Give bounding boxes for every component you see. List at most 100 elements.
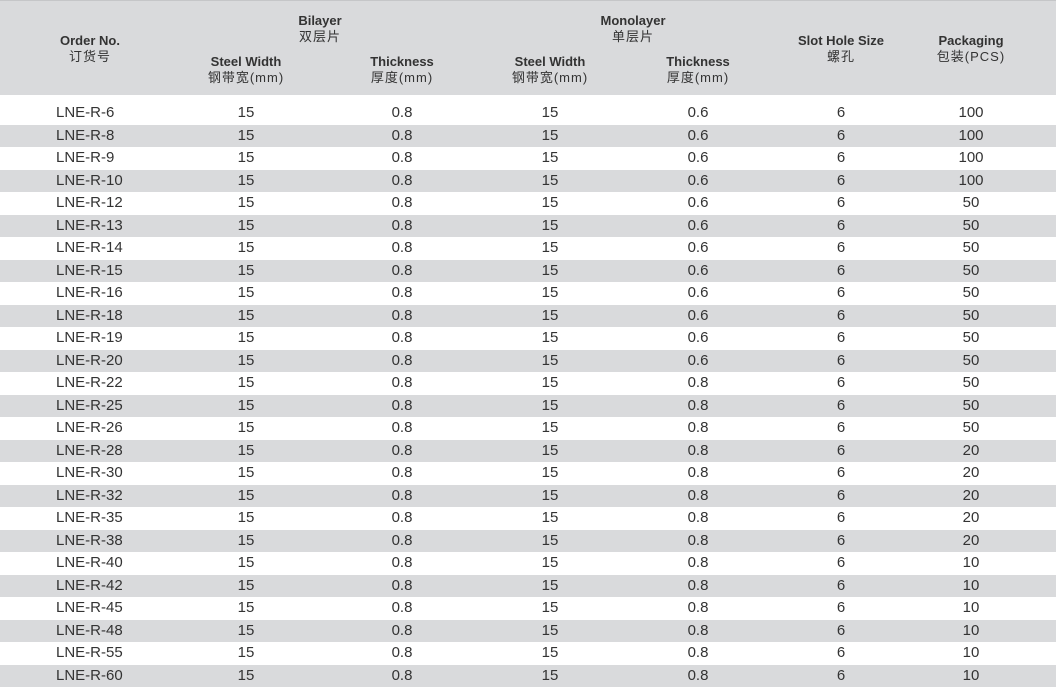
mono-steel-width-cell: 15 bbox=[490, 102, 610, 125]
mono-thickness-cell: 0.8 bbox=[638, 620, 758, 643]
mono-steel-width-cell: 15 bbox=[490, 485, 610, 508]
bi-steel-width-cell: 15 bbox=[186, 507, 306, 530]
order-no-cell: LNE-R-18 bbox=[56, 305, 176, 328]
mono-steel-width-cell: 15 bbox=[490, 170, 610, 193]
mono-steel-width-cell: 15 bbox=[490, 395, 610, 418]
bi-thickness-cell: 0.8 bbox=[342, 102, 462, 125]
mono-thickness-cell: 0.6 bbox=[638, 125, 758, 148]
packaging-cell: 50 bbox=[911, 372, 1031, 395]
packaging-cell: 100 bbox=[911, 125, 1031, 148]
mono-steel-width-cell: 15 bbox=[490, 597, 610, 620]
mono-thickness-cell: 0.6 bbox=[638, 102, 758, 125]
slot-hole-size-cell: 6 bbox=[781, 597, 901, 620]
slot-hole-size-cell: 6 bbox=[781, 102, 901, 125]
header-bi-steel-width: Steel Width 钢带宽(mm) bbox=[186, 54, 306, 86]
bi-steel-width-cell: 15 bbox=[186, 350, 306, 373]
mono-steel-width-cell: 15 bbox=[490, 642, 610, 665]
mono-steel-width-cell: 15 bbox=[490, 192, 610, 215]
order-no-cell: LNE-R-8 bbox=[56, 125, 176, 148]
mono-thickness-cell: 0.8 bbox=[638, 440, 758, 463]
order-no-cell: LNE-R-22 bbox=[56, 372, 176, 395]
order-no-cell: LNE-R-38 bbox=[56, 530, 176, 553]
mono-thickness-cell: 0.8 bbox=[638, 417, 758, 440]
mono-thickness-cell: 0.6 bbox=[638, 327, 758, 350]
bi-thickness-cell: 0.8 bbox=[342, 597, 462, 620]
packaging-cell: 50 bbox=[911, 395, 1031, 418]
order-no-cell: LNE-R-25 bbox=[56, 395, 176, 418]
mono-steel-width-cell: 15 bbox=[490, 575, 610, 598]
order-no-cell: LNE-R-13 bbox=[56, 215, 176, 238]
bi-thickness-cell: 0.8 bbox=[342, 282, 462, 305]
order-no-cell: LNE-R-26 bbox=[56, 417, 176, 440]
bi-steel-width-cell: 15 bbox=[186, 260, 306, 283]
packaging-cell: 100 bbox=[911, 170, 1031, 193]
packaging-cell: 20 bbox=[911, 462, 1031, 485]
slot-hole-size-cell: 6 bbox=[781, 575, 901, 598]
order-no-cell: LNE-R-28 bbox=[56, 440, 176, 463]
bi-steel-width-cell: 15 bbox=[186, 620, 306, 643]
order-no-cell: LNE-R-35 bbox=[56, 507, 176, 530]
bi-steel-width-cell: 15 bbox=[186, 372, 306, 395]
header-slot-hole-size-en: Slot Hole Size bbox=[776, 33, 906, 49]
slot-hole-size-cell: 6 bbox=[781, 237, 901, 260]
mono-thickness-cell: 0.6 bbox=[638, 215, 758, 238]
bi-thickness-cell: 0.8 bbox=[342, 305, 462, 328]
order-no-cell: LNE-R-48 bbox=[56, 620, 176, 643]
mono-thickness-cell: 0.8 bbox=[638, 395, 758, 418]
mono-steel-width-cell: 15 bbox=[490, 237, 610, 260]
packaging-cell: 10 bbox=[911, 597, 1031, 620]
mono-thickness-cell: 0.6 bbox=[638, 170, 758, 193]
header-mono-steel-width-zh: 钢带宽(mm) bbox=[490, 70, 610, 86]
slot-hole-size-cell: 6 bbox=[781, 305, 901, 328]
header-mono-thickness-zh: 厚度(mm) bbox=[638, 70, 758, 86]
header-bilayer-en: Bilayer bbox=[270, 13, 370, 29]
bi-steel-width-cell: 15 bbox=[186, 327, 306, 350]
mono-steel-width-cell: 15 bbox=[490, 282, 610, 305]
order-no-cell: LNE-R-14 bbox=[56, 237, 176, 260]
mono-steel-width-cell: 15 bbox=[490, 552, 610, 575]
header-bi-thickness-zh: 厚度(mm) bbox=[342, 70, 462, 86]
header-order-no: Order No. 订货号 bbox=[40, 33, 140, 65]
mono-steel-width-cell: 15 bbox=[490, 530, 610, 553]
header-monolayer: Monolayer 单层片 bbox=[583, 13, 683, 45]
packaging-cell: 50 bbox=[911, 327, 1031, 350]
bi-thickness-cell: 0.8 bbox=[342, 530, 462, 553]
packaging-cell: 50 bbox=[911, 417, 1031, 440]
mono-thickness-cell: 0.8 bbox=[638, 507, 758, 530]
slot-hole-size-cell: 6 bbox=[781, 530, 901, 553]
order-no-cell: LNE-R-55 bbox=[56, 642, 176, 665]
mono-thickness-cell: 0.8 bbox=[638, 485, 758, 508]
slot-hole-size-cell: 6 bbox=[781, 327, 901, 350]
mono-steel-width-cell: 15 bbox=[490, 147, 610, 170]
mono-steel-width-cell: 15 bbox=[490, 507, 610, 530]
bi-thickness-cell: 0.8 bbox=[342, 552, 462, 575]
order-no-cell: LNE-R-6 bbox=[56, 102, 176, 125]
bi-steel-width-cell: 15 bbox=[186, 530, 306, 553]
bi-steel-width-cell: 15 bbox=[186, 597, 306, 620]
packaging-cell: 20 bbox=[911, 530, 1031, 553]
header-bi-thickness: Thickness 厚度(mm) bbox=[342, 54, 462, 86]
slot-hole-size-cell: 6 bbox=[781, 417, 901, 440]
mono-steel-width-cell: 15 bbox=[490, 125, 610, 148]
packaging-cell: 100 bbox=[911, 147, 1031, 170]
packaging-cell: 20 bbox=[911, 485, 1031, 508]
bi-thickness-cell: 0.8 bbox=[342, 620, 462, 643]
header-order-no-zh: 订货号 bbox=[40, 49, 140, 65]
mono-thickness-cell: 0.8 bbox=[638, 597, 758, 620]
bi-thickness-cell: 0.8 bbox=[342, 417, 462, 440]
header-bilayer-zh: 双层片 bbox=[270, 29, 370, 45]
slot-hole-size-cell: 6 bbox=[781, 125, 901, 148]
bi-steel-width-cell: 15 bbox=[186, 192, 306, 215]
bi-thickness-cell: 0.8 bbox=[342, 125, 462, 148]
header-slot-hole-size: Slot Hole Size 螺孔 bbox=[776, 33, 906, 65]
